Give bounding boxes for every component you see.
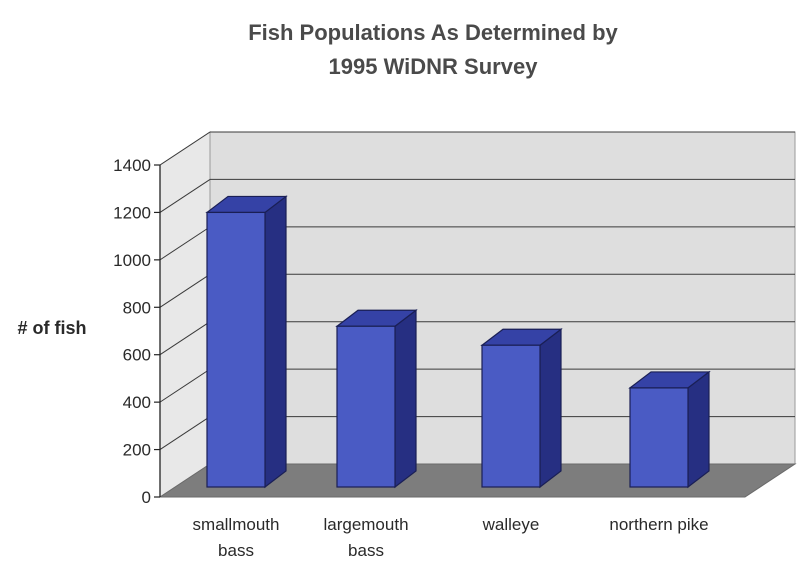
x-category-label: northern pike bbox=[609, 515, 708, 534]
bar bbox=[628, 370, 711, 489]
gridline-side bbox=[159, 131, 211, 166]
y-tick-label: 200 bbox=[123, 441, 151, 460]
chart-text: Fish Populations As Determined by 1995 W… bbox=[17, 20, 708, 560]
gridline-side bbox=[159, 368, 211, 403]
gridline-side bbox=[159, 416, 211, 450]
chart-title-line-1: Fish Populations As Determined by bbox=[248, 20, 618, 45]
x-category-label: smallmouth bbox=[193, 515, 280, 534]
bars bbox=[205, 195, 711, 489]
side-wall bbox=[159, 131, 211, 498]
y-tick-label: 1400 bbox=[113, 156, 151, 175]
bar bbox=[205, 195, 288, 489]
gridline-side bbox=[159, 226, 211, 261]
y-tick-label: 400 bbox=[123, 393, 151, 412]
x-category-label: largemouth bbox=[323, 515, 408, 534]
bar-front bbox=[629, 387, 689, 488]
bar bbox=[480, 328, 563, 489]
gridline-side bbox=[159, 179, 211, 213]
gridline-side bbox=[159, 273, 211, 308]
x-category-label: walleye bbox=[482, 515, 540, 534]
y-tick-label: 1000 bbox=[113, 251, 151, 270]
bar-side bbox=[539, 328, 562, 489]
x-category-label: bass bbox=[348, 541, 384, 560]
y-tick-label: 0 bbox=[142, 488, 151, 507]
bar bbox=[335, 309, 418, 489]
bar-side bbox=[394, 309, 417, 489]
bar-side bbox=[687, 370, 710, 489]
bar-front bbox=[336, 325, 396, 488]
chart-title-line-2: 1995 WiDNR Survey bbox=[329, 54, 539, 79]
y-tick-label: 600 bbox=[123, 346, 151, 365]
y-axis bbox=[154, 164, 161, 498]
y-axis-label: # of fish bbox=[17, 318, 86, 338]
y-tick-label: 800 bbox=[123, 298, 151, 317]
bar-front bbox=[206, 211, 266, 488]
gridline-side bbox=[159, 321, 211, 356]
gridlines bbox=[159, 131, 795, 450]
bar-side bbox=[264, 195, 287, 489]
y-tick-label: 1200 bbox=[113, 203, 151, 222]
bar-front bbox=[481, 344, 541, 488]
x-category-label: bass bbox=[218, 541, 254, 560]
